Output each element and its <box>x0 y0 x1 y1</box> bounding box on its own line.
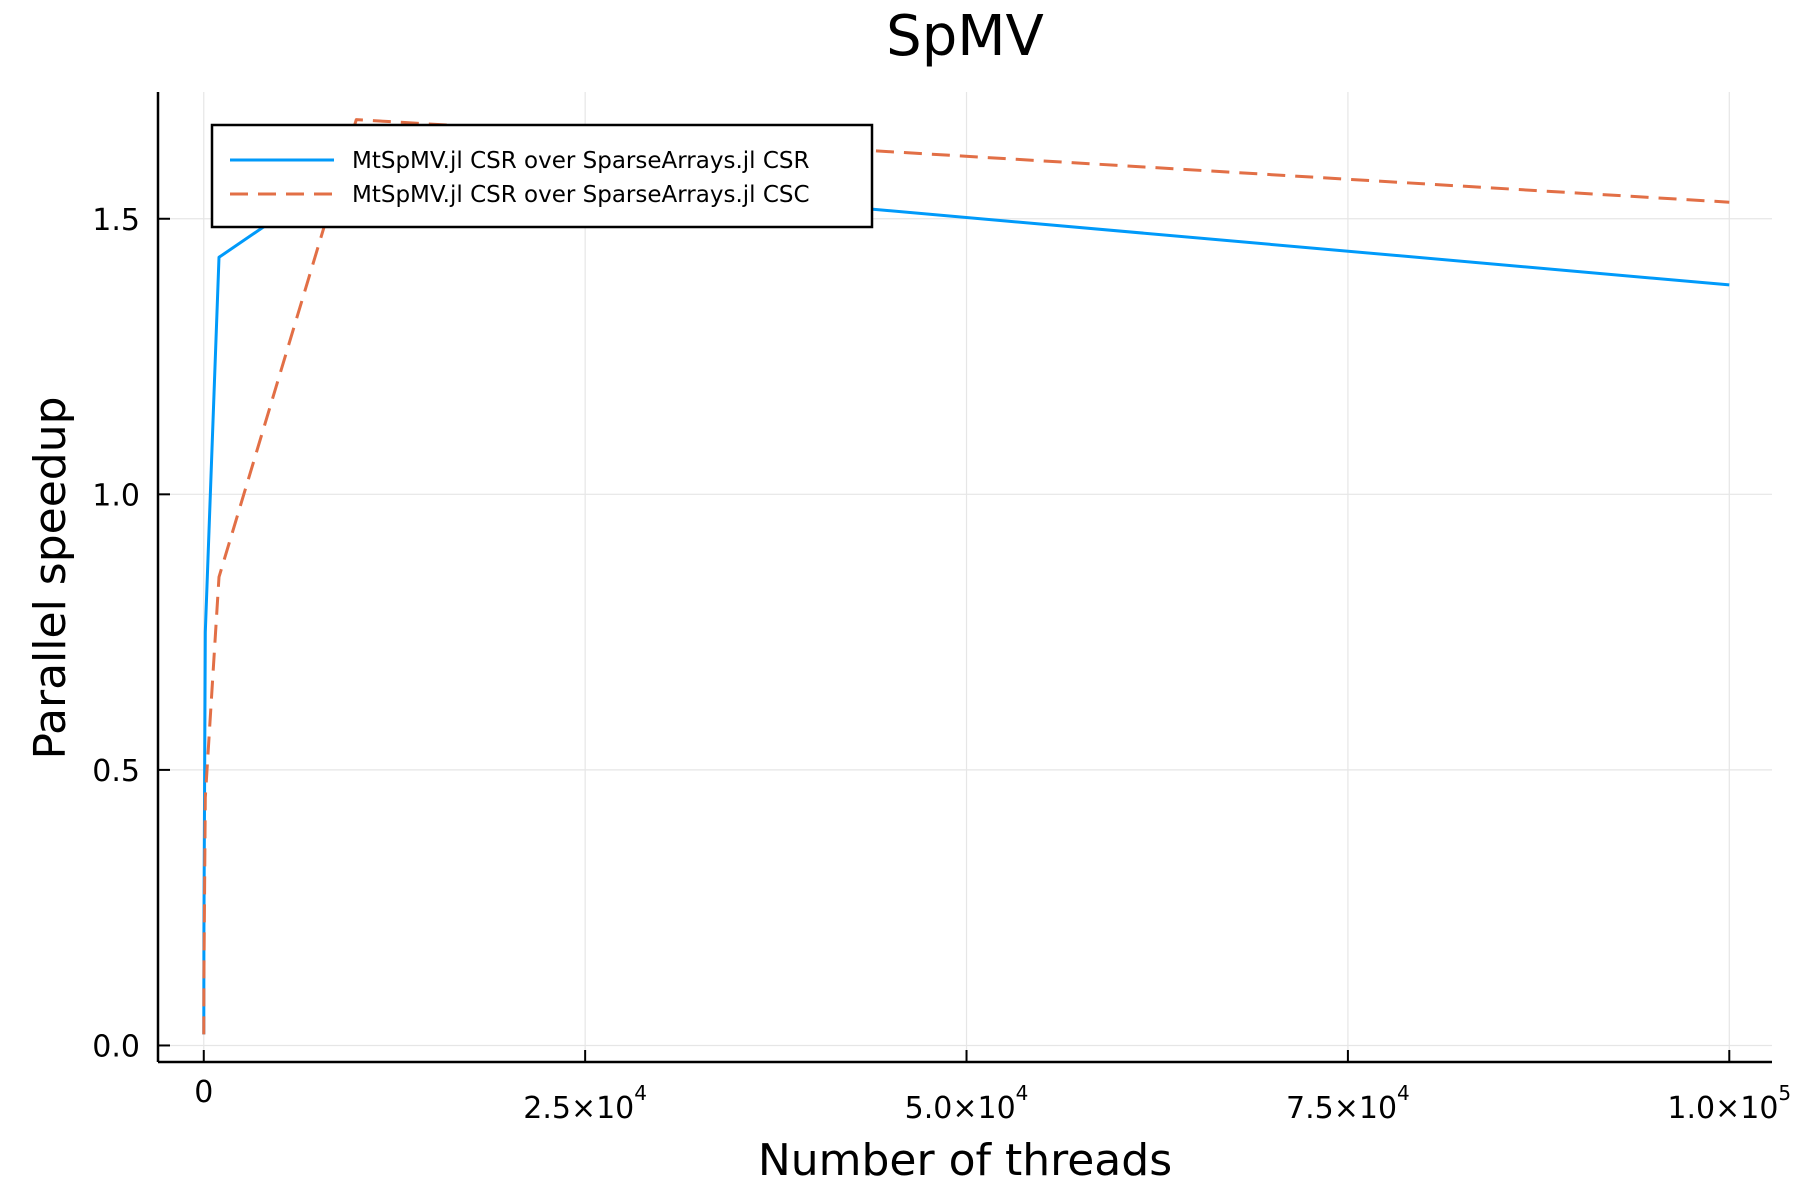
x-tick-label: 1.0×105 <box>1667 1081 1791 1126</box>
x-tick-label: 0 <box>194 1075 213 1110</box>
x-tick-label-exponent: 4 <box>634 1081 647 1105</box>
y-tick-label: 0.5 <box>92 754 140 789</box>
legend-label-2: MtSpMV.jl CSR over SparseArrays.jl CSC <box>352 182 810 208</box>
x-tick-label: 2.5×104 <box>523 1081 647 1126</box>
x-tick-label-base: 2.5×10 <box>523 1091 634 1126</box>
legend-label-1: MtSpMV.jl CSR over SparseArrays.jl CSR <box>352 148 810 174</box>
x-tick-label-base: 1.0×10 <box>1667 1091 1778 1126</box>
x-tick-label-base: 5.0×10 <box>905 1091 1016 1126</box>
x-tick-label-exponent: 4 <box>1016 1081 1029 1105</box>
x-tick-label: 7.5×104 <box>1286 1081 1410 1126</box>
x-tick-label-exponent: 4 <box>1397 1081 1410 1105</box>
x-tick-label: 5.0×104 <box>905 1081 1029 1126</box>
legend: MtSpMV.jl CSR over SparseArrays.jl CSR Mt… <box>210 123 874 229</box>
chart-title: SpMV <box>886 4 1044 69</box>
y-tick-label: 0.0 <box>92 1029 140 1064</box>
x-tick-label-exponent: 5 <box>1778 1081 1791 1105</box>
x-axis-label: Number of threads <box>758 1135 1172 1186</box>
y-tick-label: 1.0 <box>92 478 140 513</box>
legend-box <box>210 123 874 229</box>
y-tick-label: 1.5 <box>92 203 140 238</box>
axes <box>156 92 1772 1064</box>
tick-labels: 0 2.5×104 5.0×104 7.5×104 1.0×1050.00.51.01.… <box>92 203 1791 1126</box>
x-tick-label-base: 7.5×10 <box>1286 1091 1397 1126</box>
x-tick-label-base: 0 <box>194 1075 213 1110</box>
y-axis-label: Parallel speedup <box>25 396 76 759</box>
